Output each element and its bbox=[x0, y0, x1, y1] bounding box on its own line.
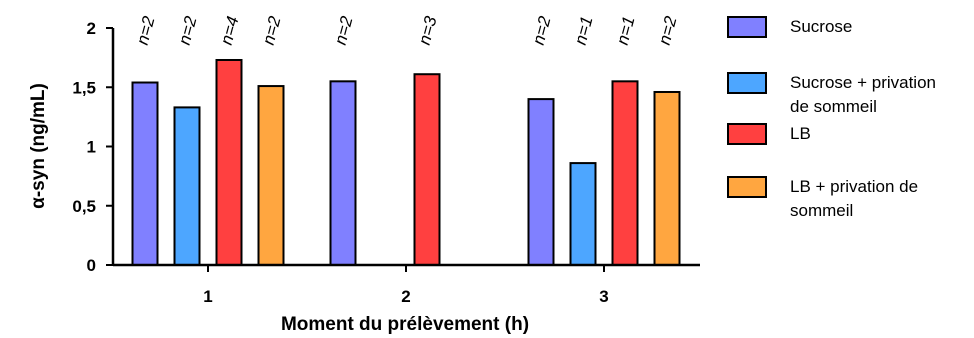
bar bbox=[611, 80, 639, 266]
y-tick-label: 2 bbox=[87, 19, 96, 38]
x-axis-title: Moment du prélèvement (h) bbox=[281, 314, 529, 335]
legend-label: Sucrose + privation bbox=[790, 73, 936, 92]
legend-label: Sucrose bbox=[790, 17, 852, 36]
y-axis-title: α-syn (ng/mL) bbox=[28, 83, 49, 209]
n-label: n=2 bbox=[133, 14, 159, 47]
legend-swatch bbox=[727, 123, 767, 145]
n-label: n=1 bbox=[613, 14, 639, 47]
y-tick-label: 1 bbox=[87, 138, 96, 157]
bar bbox=[257, 85, 285, 266]
bar bbox=[131, 81, 159, 267]
n-label: n=1 bbox=[571, 14, 597, 47]
legend-label: LB + privation de bbox=[790, 177, 918, 196]
n-label: n=2 bbox=[529, 14, 555, 47]
axes: 0 0,5 1 1,5 2 1 2 3 bbox=[72, 19, 700, 306]
n-label: n=4 bbox=[217, 14, 243, 47]
plot-area: n=2 n=2 n=4 n=2 n=2 n=3 n=2 n=1 n=1 n=2 bbox=[131, 14, 681, 267]
bar bbox=[653, 90, 681, 266]
x-tick-label: 2 bbox=[401, 287, 410, 306]
bar bbox=[527, 98, 555, 266]
bar bbox=[329, 80, 357, 266]
n-label: n=2 bbox=[175, 14, 201, 47]
y-tick-label: 1,5 bbox=[72, 78, 96, 97]
legend-label: sommeil bbox=[790, 201, 853, 220]
legend-label: LB bbox=[790, 124, 811, 143]
legend: Sucrose Sucrose + privation de sommeil LB LB… bbox=[727, 16, 936, 220]
n-label: n=2 bbox=[331, 14, 357, 47]
legend-swatch bbox=[727, 176, 767, 198]
legend-swatch bbox=[727, 16, 767, 38]
x-tick-label: 1 bbox=[203, 287, 212, 306]
n-label: n=2 bbox=[655, 14, 681, 47]
y-tick-label: 0,5 bbox=[72, 197, 96, 216]
n-label: n=2 bbox=[259, 14, 285, 47]
bar bbox=[173, 106, 201, 266]
y-tick-label: 0 bbox=[87, 256, 96, 275]
x-tick-label: 3 bbox=[599, 287, 608, 306]
bar bbox=[215, 58, 243, 267]
legend-swatch bbox=[727, 72, 767, 94]
legend-label: de sommeil bbox=[790, 97, 877, 116]
bar bbox=[413, 73, 441, 266]
bar bbox=[569, 162, 597, 266]
n-label: n=3 bbox=[415, 14, 441, 47]
